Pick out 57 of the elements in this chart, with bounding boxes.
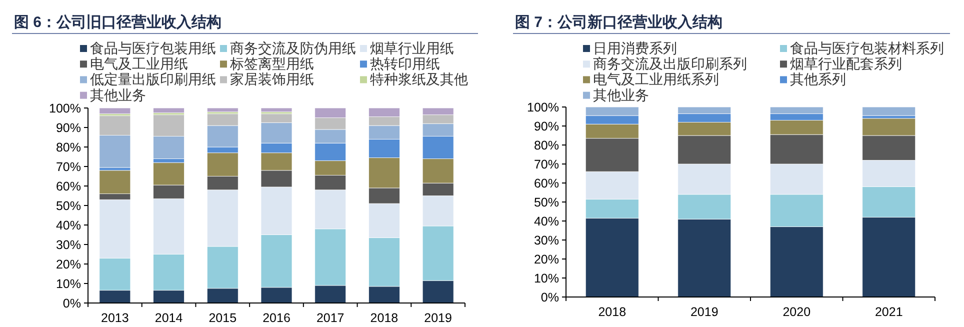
y-tick-label: 80%: [56, 140, 81, 154]
legend-label: 电气及工业用纸: [90, 56, 188, 73]
x-tick-label: 2014: [154, 311, 183, 325]
y-tick-label: 50%: [534, 196, 559, 210]
x-tick-label: 2018: [598, 305, 626, 319]
x-tick-label: 2021: [874, 305, 903, 319]
y-tick-label: 20%: [534, 252, 559, 266]
bar: [206, 108, 238, 112]
y-tick-label: 0%: [540, 290, 559, 304]
legend-label: 商务交流及防伪用纸: [230, 41, 356, 57]
y-tick-label: 40%: [56, 218, 81, 232]
y-tick-label: 70%: [534, 158, 559, 172]
y-tick-label: 50%: [56, 199, 81, 213]
legend-label: 商务交流及出版印刷系列: [593, 56, 747, 73]
bar: [99, 108, 131, 114]
bar: [153, 108, 184, 114]
y-tick-label: 80%: [534, 138, 559, 152]
x-tick-label: 2017: [316, 311, 344, 325]
legend-label: 低定量出版印刷用纸: [90, 72, 216, 88]
x-tick-label: 2018: [370, 311, 398, 325]
x-tick-label: 2019: [690, 305, 718, 319]
legend-label: 标签离型用纸: [229, 56, 314, 73]
y-tick-label: 60%: [56, 180, 81, 194]
legend-label: 烟草行业用纸: [370, 41, 454, 57]
chart-title: 图 7：公司新口径营业收入结构: [515, 13, 723, 31]
x-tick-label: 2015: [208, 311, 237, 325]
y-tick-label: 10%: [534, 272, 559, 286]
y-tick-label: 100%: [527, 100, 559, 114]
bar: [260, 108, 292, 112]
x-tick-label: 2020: [782, 305, 811, 319]
legend-label: 热转印用纸: [370, 56, 440, 73]
y-tick-label: 0%: [62, 296, 81, 310]
y-tick-label: 60%: [534, 176, 559, 190]
legend-label: 其他系列: [790, 72, 846, 88]
y-tick-label: 90%: [56, 121, 81, 135]
x-tick-label: 2013: [101, 311, 129, 325]
x-tick-label: 2016: [262, 311, 290, 325]
y-tick-label: 40%: [534, 214, 559, 228]
bar: [862, 106, 916, 116]
y-tick-label: 100%: [49, 102, 81, 116]
legend-label: 特种浆纸及其他: [370, 72, 468, 88]
y-tick-label: 90%: [534, 120, 559, 134]
y-tick-label: 30%: [56, 238, 81, 252]
legend-label: 日用消费系列: [593, 41, 677, 57]
legend-label: 烟草行业配套系列: [790, 56, 902, 73]
legend-label: 食品与医疗包装材料系列: [790, 41, 944, 57]
y-tick-label: 10%: [56, 277, 81, 291]
y-tick-label: 70%: [56, 160, 81, 174]
legend-label: 食品与医疗包装用纸: [90, 41, 216, 57]
x-tick-label: 2019: [424, 311, 452, 325]
y-tick-label: 30%: [534, 234, 559, 248]
chart-title: 图 6：公司旧口径营业收入结构: [14, 14, 222, 31]
y-tick-label: 20%: [56, 258, 81, 272]
legend-label: 电气及工业用纸系列: [593, 72, 719, 88]
legend-label: 其他业务: [593, 88, 649, 104]
legend-label: 家居装饰用纸: [230, 72, 314, 88]
legend-label: 其他业务: [90, 88, 146, 104]
